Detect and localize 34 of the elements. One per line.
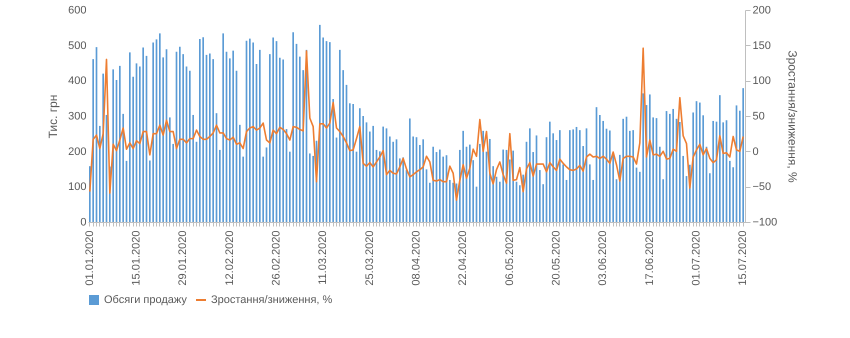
legend-label: Зростання/зниження, % [211,294,333,306]
x-tick-label: 15.01.2020 [130,230,142,286]
y-tick-label: 600 [68,4,86,16]
y2-tick-label: 0 [752,146,759,158]
x-tick-label: 20.05.2020 [550,230,562,286]
x-tick-label: 25.03.2020 [364,230,376,286]
x-tick-label: 15.07.2020 [737,230,750,286]
y2-tick-label: 100 [752,75,771,88]
x-tick-label: 06.05.2020 [504,230,516,286]
x-tick-label: 01.01.2020 [84,230,96,286]
x-tick-label: 17.06.2020 [644,230,656,286]
y-tick-label: 500 [68,40,86,52]
y-tick-label: 0 [80,216,86,228]
x-tick-label: 01.07.2020 [690,230,702,286]
y2-tick-label: −100 [752,216,778,228]
x-tick-label: 12.02.2020 [224,230,236,286]
y-tick-label: 400 [68,75,86,88]
y2-tick-label: 150 [752,40,771,52]
x-tick-label: 08.04.2020 [410,230,422,286]
y2-tick-label: 50 [752,110,765,122]
x-tick-label: 29.01.2020 [177,230,190,286]
y-tick-label: 100 [68,181,86,194]
y-tick-label: 300 [68,110,86,122]
x-tick-label: 11.03.2020 [317,230,330,285]
legend-label: Обсяги продажу [104,294,188,306]
y2-tick-label: −50 [752,181,772,194]
y-axis-title: Тис. грн [46,94,60,138]
line-series [89,47,744,201]
y2-tick-label: 200 [752,4,771,16]
y-tick-label: 200 [68,146,86,158]
x-tick-label: 26.02.2020 [270,230,282,286]
x-tick-label: 22.04.2020 [457,230,470,286]
y2-axis-title: Зростання/зниження, % [785,50,800,183]
x-tick-label: 03.06.2020 [597,230,610,286]
